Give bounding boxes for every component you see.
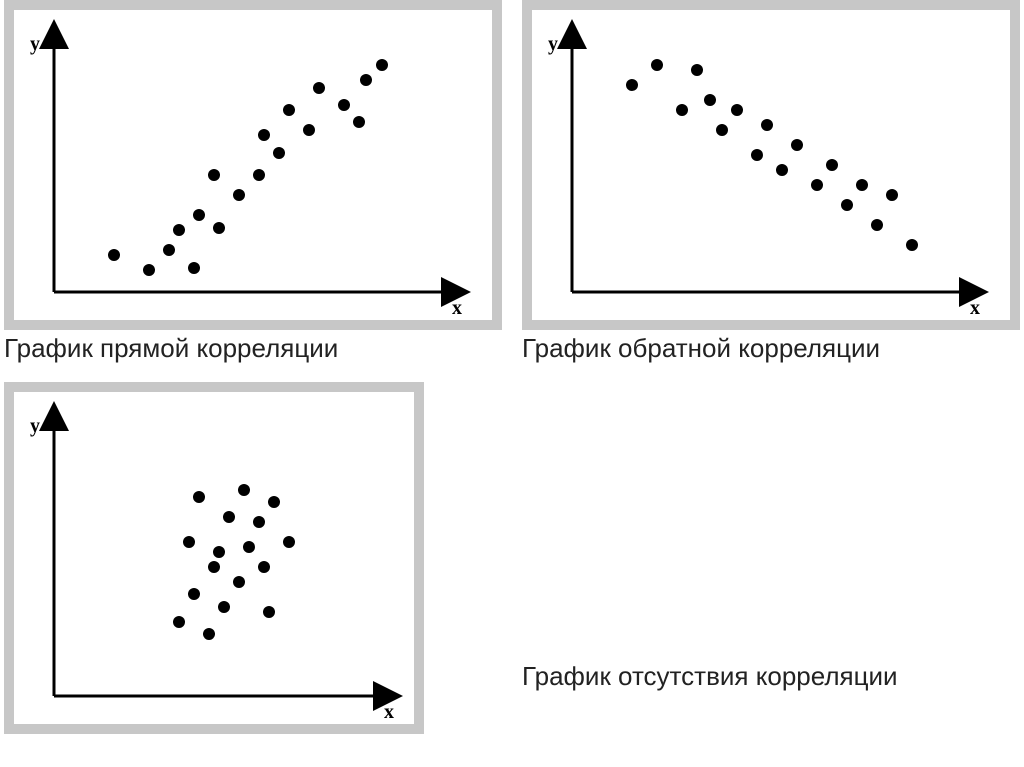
- no-correlation-cell: yx: [4, 382, 502, 734]
- positive-caption: График прямой корреляции: [4, 334, 502, 364]
- none-plot-frame: yx: [4, 382, 424, 734]
- negative-plot: yx: [532, 10, 1010, 320]
- none-plot: yx: [14, 392, 414, 724]
- svg-text:y: y: [548, 33, 558, 55]
- positive-plot: yx: [14, 10, 492, 320]
- none-caption: График отсутствия корреляции: [522, 662, 898, 722]
- svg-text:x: x: [970, 297, 980, 319]
- svg-text:x: x: [452, 297, 462, 319]
- negative-correlation-cell: yx График обратной корреляции: [522, 0, 1020, 376]
- positive-plot-frame: yx: [4, 0, 502, 330]
- svg-text:y: y: [30, 415, 40, 437]
- positive-plot-svg: yx: [14, 10, 482, 320]
- negative-plot-frame: yx: [522, 0, 1020, 330]
- svg-text:x: x: [384, 701, 394, 723]
- svg-text:y: y: [30, 33, 40, 55]
- none-plot-svg: yx: [14, 392, 414, 724]
- negative-plot-svg: yx: [532, 10, 1000, 320]
- negative-caption: График обратной корреляции: [522, 334, 1020, 364]
- positive-correlation-cell: yx График прямой корреляции: [4, 0, 502, 376]
- no-correlation-caption-cell: График отсутствия корреляции: [522, 382, 1020, 734]
